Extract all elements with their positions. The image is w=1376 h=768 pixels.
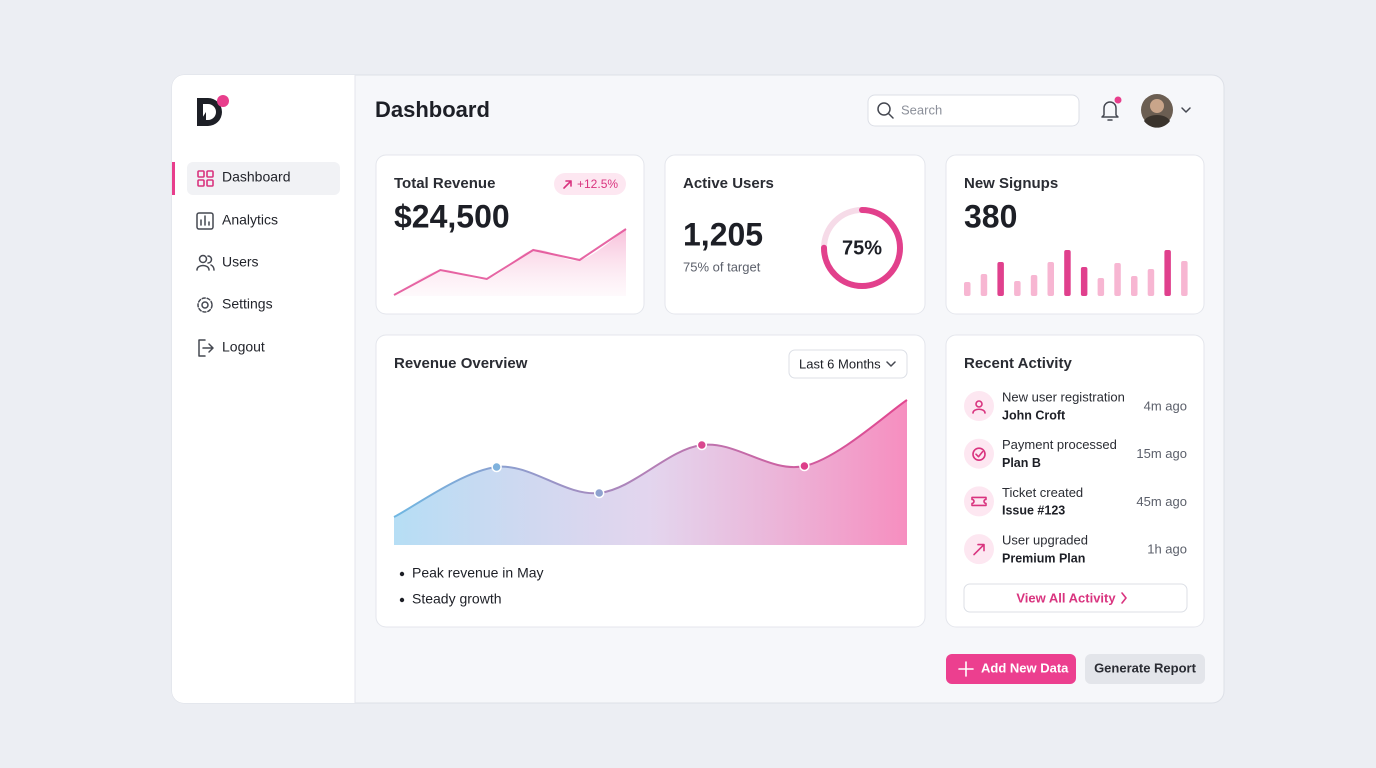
signup-bar	[1097, 278, 1105, 296]
activity-detail: Issue #123	[1002, 504, 1065, 518]
icon-logout	[198, 339, 214, 357]
signup-bar	[1047, 262, 1054, 296]
overview-point	[696, 439, 708, 451]
activity-time: 15m ago	[1136, 446, 1187, 461]
nav-item[interactable]: Logout	[222, 339, 265, 355]
sidebar	[172, 75, 355, 703]
change-badge	[554, 173, 626, 195]
kpi-value: 380	[964, 198, 1017, 234]
nav-item[interactable]: Analytics	[222, 212, 278, 228]
view-all-label: View All Activity	[1016, 590, 1116, 605]
signup-bar	[1030, 275, 1038, 296]
nav-active-indicator	[172, 162, 175, 195]
generate-report-button[interactable]	[1085, 654, 1205, 684]
card-title: Active Users	[683, 175, 774, 192]
add-data-label: Add New Data	[981, 660, 1069, 675]
activity-icon-bg	[964, 486, 994, 517]
card-title: Total Revenue	[394, 175, 495, 192]
overview-note: Peak revenue in May	[412, 565, 544, 581]
dropdown-chevron	[886, 361, 896, 367]
generate-report-label: Generate Report	[1094, 660, 1197, 675]
overview-note: Steady growth	[412, 591, 502, 607]
bullet	[399, 571, 405, 577]
kpi-subtitle: 75% of target	[683, 259, 761, 274]
card-title: Revenue Overview	[394, 355, 528, 372]
signup-bar	[997, 262, 1004, 296]
card-title: Recent Activity	[964, 355, 1072, 372]
view-all-button[interactable]	[963, 583, 1188, 613]
progress-label: 75%	[842, 237, 882, 259]
activity-time: 1h ago	[1147, 542, 1187, 557]
activity-detail: John Croft	[1002, 408, 1066, 422]
range-dropdown[interactable]	[788, 349, 908, 379]
nav-item[interactable]: Dashboard	[222, 169, 291, 185]
signup-bar	[980, 274, 988, 296]
signup-bar	[1064, 250, 1071, 296]
nav-active-bg	[187, 162, 340, 195]
activity-event: Ticket created	[1002, 485, 1083, 500]
activity-card	[945, 334, 1205, 628]
signup-bar	[1114, 263, 1121, 296]
activity-detail: Plan B	[1002, 456, 1041, 470]
signup-bar	[964, 282, 971, 296]
icon-dashboard	[197, 170, 214, 187]
activity-detail: Premium Plan	[1002, 551, 1085, 565]
icon-analytics	[196, 212, 214, 230]
overview-point	[593, 487, 605, 499]
overview-area	[394, 400, 907, 545]
activity-event: New user registration	[1002, 389, 1125, 404]
card-title: New Signups	[964, 175, 1058, 192]
signup-bar	[1080, 267, 1088, 296]
search-placeholder: Search	[901, 102, 942, 117]
overview-line	[393, 399, 908, 518]
user-avatar[interactable]	[1141, 94, 1191, 128]
progress-ring	[821, 207, 903, 289]
activity-icon-bg	[964, 438, 994, 469]
icon-users	[196, 254, 215, 271]
overview-point	[799, 460, 810, 472]
notifications[interactable]	[1101, 96, 1122, 121]
view-all-chevron	[1121, 592, 1127, 604]
logo	[197, 95, 229, 126]
signup-bar	[1147, 269, 1155, 296]
signups-card	[945, 154, 1205, 315]
search-icon	[877, 102, 894, 119]
signup-bar	[1014, 281, 1021, 296]
sparkline	[393, 228, 627, 296]
change-value: +12.5%	[577, 177, 618, 191]
kpi-value: 1,205	[683, 216, 763, 252]
kpi-value: $24,500	[394, 198, 510, 234]
trend-icon	[563, 180, 572, 189]
icon-settings	[197, 297, 213, 313]
sidebar-nav	[172, 162, 340, 357]
nav-item[interactable]: Users	[222, 254, 259, 270]
nav-item[interactable]: Settings	[222, 296, 273, 312]
users-card	[664, 154, 926, 315]
activity-icon	[971, 496, 987, 507]
activity-event: Payment processed	[1002, 437, 1117, 452]
plus-icon	[958, 661, 974, 677]
page-title: Dashboard	[375, 97, 490, 122]
activity-time: 45m ago	[1136, 494, 1187, 509]
signup-bar	[1131, 276, 1138, 296]
activity-icon	[973, 543, 985, 556]
range-label: Last 6 Months	[799, 356, 881, 371]
sparkline-area	[394, 229, 626, 296]
activity-icon-bg	[964, 391, 994, 421]
signup-bar	[1181, 261, 1188, 296]
bullet	[399, 597, 405, 603]
add-data-button[interactable]	[946, 654, 1076, 684]
overview-point	[491, 461, 502, 473]
signup-bar	[1164, 250, 1171, 296]
activity-event: User upgraded	[1002, 533, 1088, 548]
activity-time: 4m ago	[1144, 398, 1187, 413]
search-box[interactable]	[867, 94, 1080, 127]
activity-icon	[972, 447, 986, 461]
activity-icon	[972, 400, 986, 414]
